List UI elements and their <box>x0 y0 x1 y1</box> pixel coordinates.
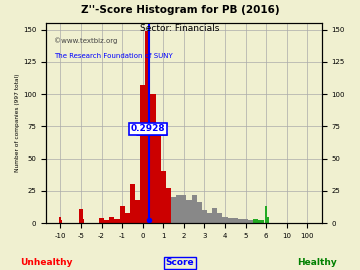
Bar <box>186 200 192 223</box>
Bar <box>125 213 130 223</box>
Bar <box>207 213 212 223</box>
Bar <box>258 221 264 223</box>
Bar <box>253 219 258 223</box>
Bar <box>161 171 166 223</box>
Text: Score: Score <box>166 258 194 267</box>
Bar <box>140 85 145 223</box>
Text: The Research Foundation of SUNY: The Research Foundation of SUNY <box>54 53 173 59</box>
Bar <box>181 195 186 223</box>
Bar <box>217 213 222 223</box>
Bar <box>171 197 176 223</box>
Bar <box>59 217 62 223</box>
Bar <box>192 195 197 223</box>
Bar <box>130 184 135 223</box>
Bar <box>176 195 181 223</box>
Text: ©www.textbiz.org: ©www.textbiz.org <box>54 37 118 44</box>
Bar <box>120 206 125 223</box>
Bar <box>248 221 253 223</box>
Bar <box>99 218 104 223</box>
Bar <box>150 94 156 223</box>
Bar <box>81 219 84 223</box>
Text: Sector: Financials: Sector: Financials <box>140 24 220 33</box>
Bar <box>109 217 114 223</box>
Text: Unhealthy: Unhealthy <box>21 258 73 267</box>
Bar <box>156 133 161 223</box>
Text: Z''-Score Histogram for PB (2016): Z''-Score Histogram for PB (2016) <box>81 5 279 15</box>
Bar <box>79 209 83 223</box>
Bar <box>166 188 171 223</box>
Bar <box>145 31 150 223</box>
Y-axis label: Number of companies (997 total): Number of companies (997 total) <box>15 74 20 172</box>
Bar <box>243 219 248 223</box>
Bar <box>114 219 120 223</box>
Bar <box>238 219 243 223</box>
Bar <box>265 206 267 223</box>
Text: 0.2928: 0.2928 <box>130 124 165 133</box>
Bar <box>60 221 63 223</box>
Bar <box>212 208 217 223</box>
Bar <box>197 202 202 223</box>
Bar <box>266 217 269 223</box>
Bar <box>135 200 140 223</box>
Bar <box>104 221 109 223</box>
Bar <box>202 210 207 223</box>
Bar <box>222 217 228 223</box>
Bar <box>228 218 233 223</box>
Text: Healthy: Healthy <box>297 258 337 267</box>
Bar <box>233 218 238 223</box>
